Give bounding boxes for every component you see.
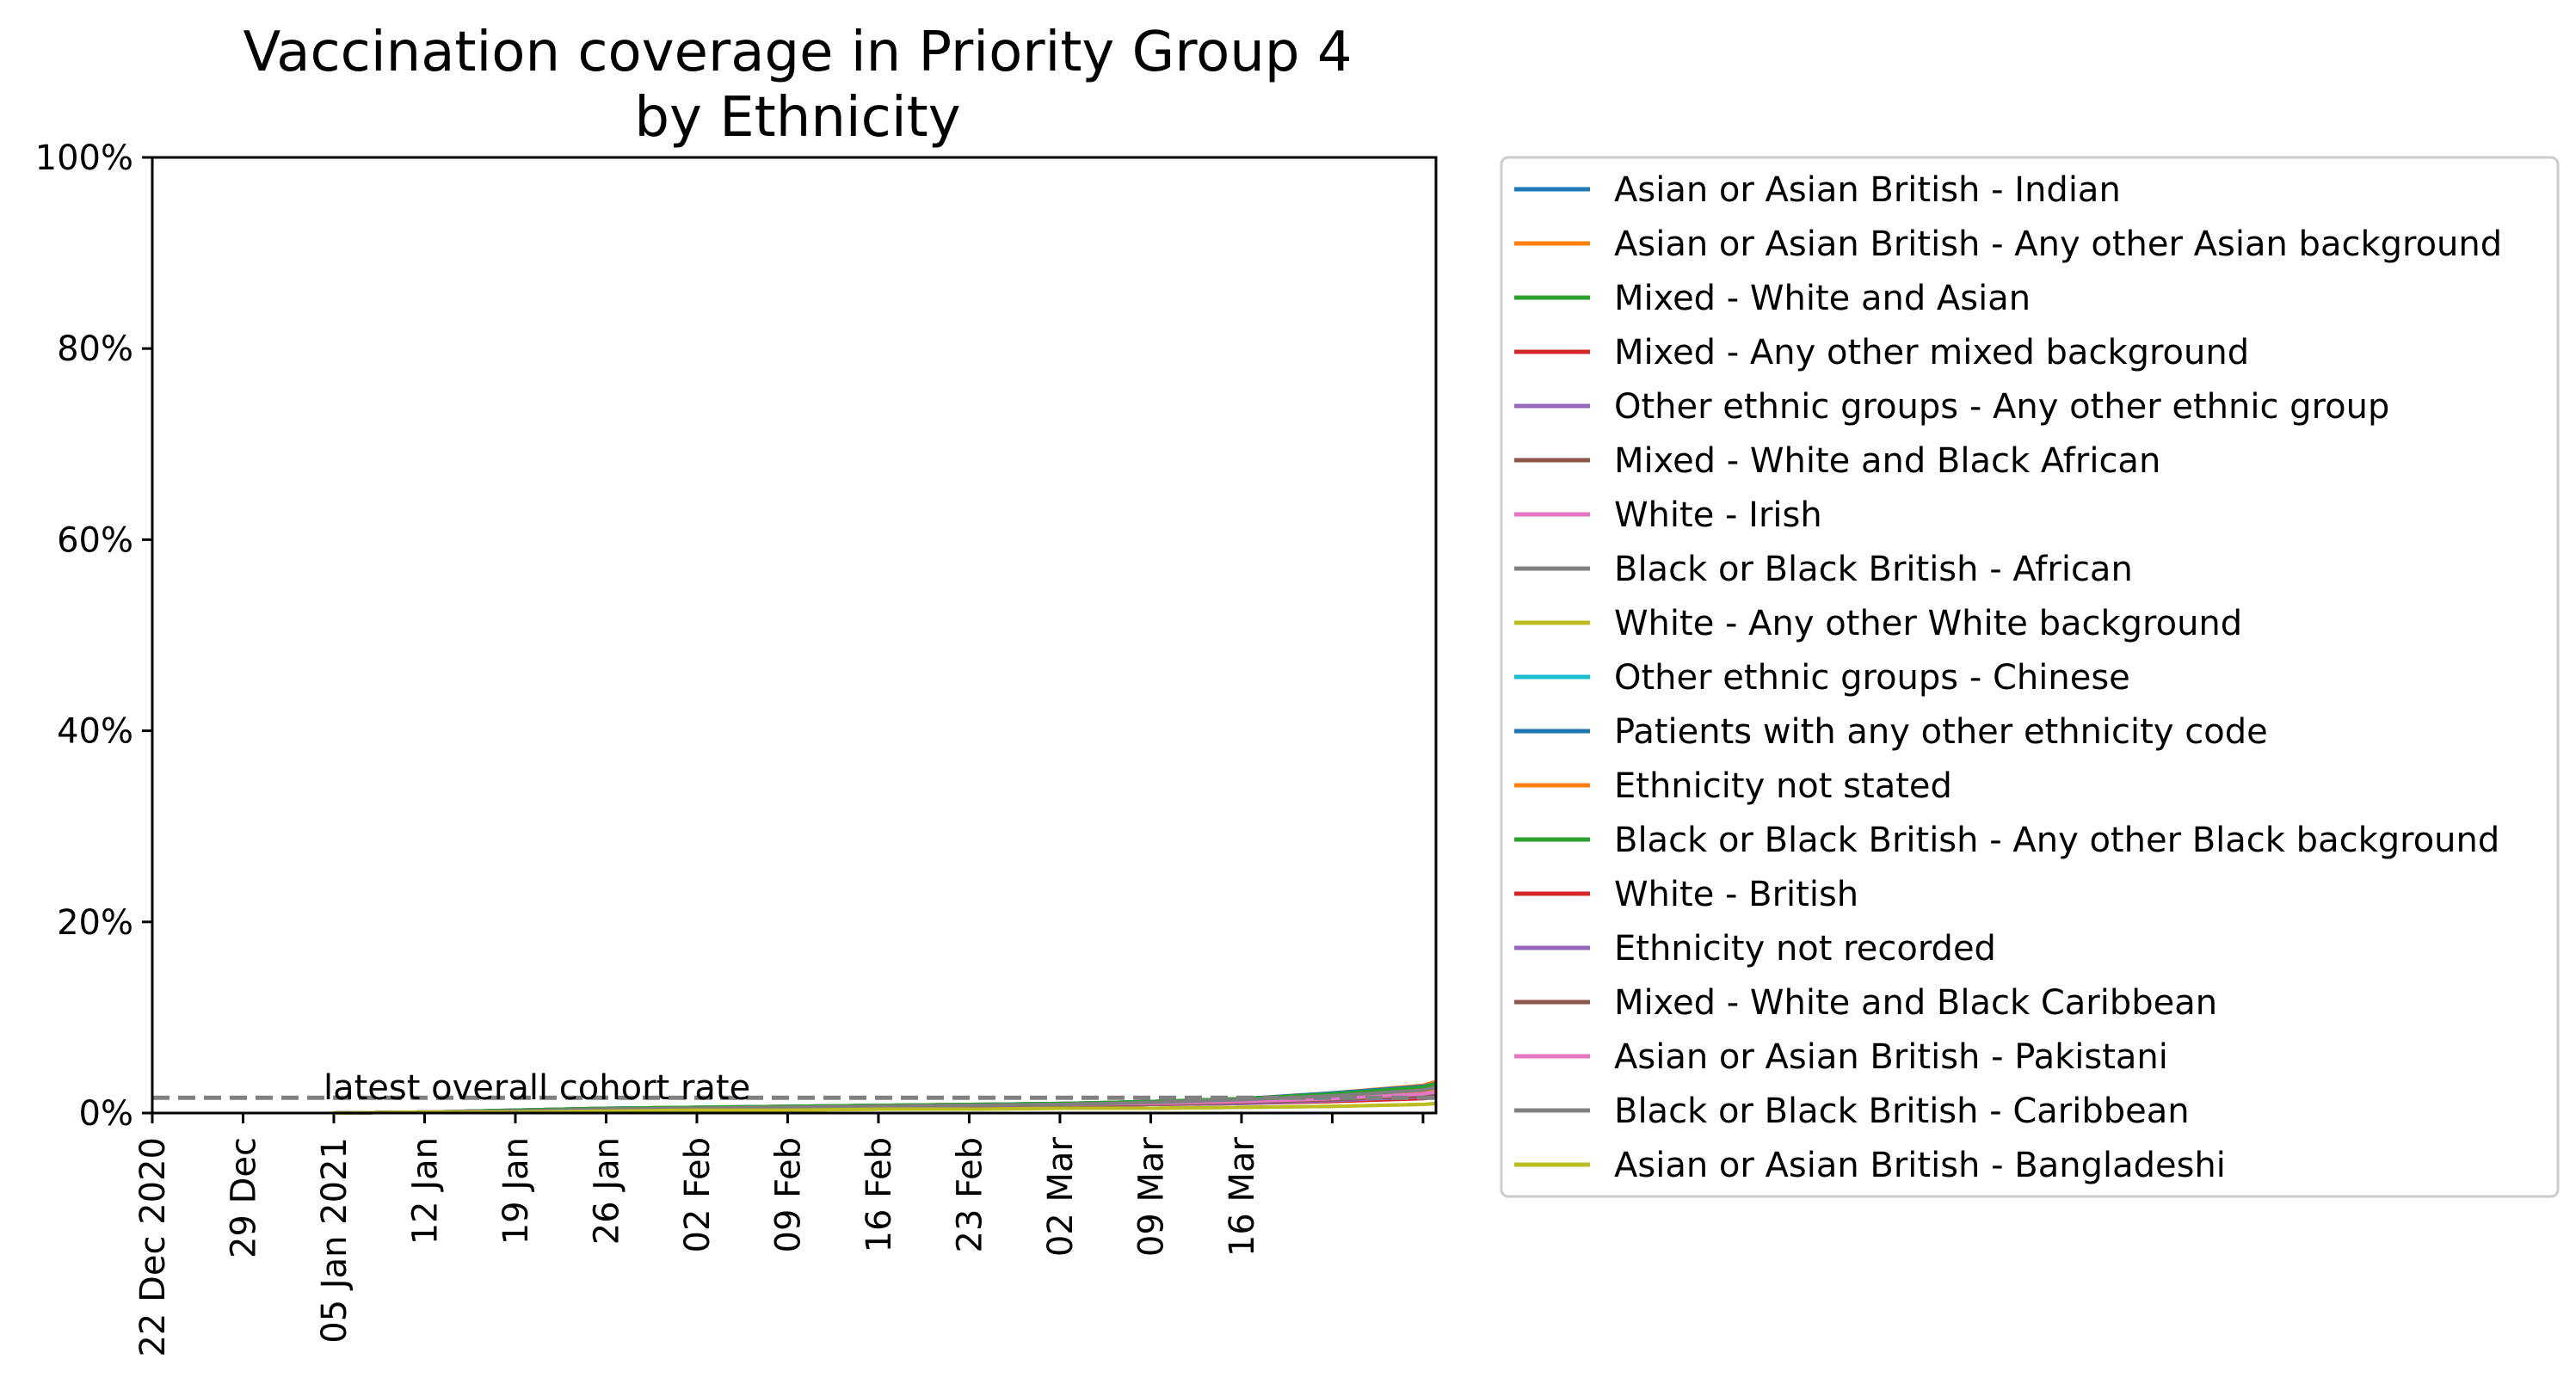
legend-label: Asian or Asian British - Any other Asian… [1614,224,2502,264]
reference-line-label: latest overall cohort rate [324,1068,750,1108]
y-tick-label: 60% [57,520,133,560]
legend-label: Mixed - White and Asian [1614,279,2031,318]
x-tick-label: 29 Dec [224,1137,263,1258]
x-tick-label: 02 Feb [678,1137,718,1252]
legend-label: Patients with any other ethnicity code [1614,712,2268,752]
x-tick-label: 02 Mar [1041,1136,1081,1257]
legend: Asian or Asian British - Indian Asian or … [1514,170,2502,1185]
legend-label: Black or Black British - Caribbean [1614,1092,2190,1131]
y-tick-label: 40% [57,712,133,752]
legend-label: White - Any other White background [1614,604,2242,643]
legend-label: Other ethnic groups - Chinese [1614,658,2130,698]
x-tick-label: 22 Dec 2020 [133,1137,173,1357]
x-tick-label: 09 Mar [1131,1136,1171,1257]
legend-label: Asian or Asian British - Indian [1614,170,2121,210]
y-tick-label: 80% [57,329,133,369]
y-axis: 0% 20% 40% 60% 80% 100% [35,138,152,1134]
x-tick-label: 05 Jan 2021 [315,1137,354,1344]
x-tick-label: 16 Feb [860,1137,899,1252]
x-tick-label: 16 Mar [1223,1136,1262,1257]
legend-label: Mixed - White and Black Caribbean [1614,983,2217,1023]
chart-title: Vaccination coverage in Priority Group 4 [243,21,1352,84]
legend-label: Asian or Asian British - Bangladeshi [1614,1146,2226,1185]
legend-label: Mixed - Any other mixed background [1614,333,2249,372]
legend-label: White - British [1614,875,1858,914]
legend-label: Other ethnic groups - Any other ethnic g… [1614,387,2389,427]
legend-label: White - Irish [1614,495,1822,535]
legend-label: Black or Black British - African [1614,550,2133,589]
x-tick-label: 09 Feb [768,1137,808,1252]
x-tick-label: 26 Jan [587,1137,626,1245]
x-tick-label: 23 Feb [950,1137,989,1252]
y-tick-label: 0% [79,1094,133,1134]
y-tick-label: 20% [57,903,133,943]
legend-label: Black or Black British - Any other Black… [1614,821,2499,860]
legend-box [1500,156,2560,1198]
legend-label: Ethnicity not recorded [1614,929,1996,969]
legend-label: Ethnicity not stated [1614,766,1952,806]
chart-title-line2: by Ethnicity [634,86,960,150]
y-tick-label: 100% [35,138,133,178]
legend-label: Mixed - White and Black African [1614,441,2160,481]
x-tick-label: 19 Jan [496,1137,536,1245]
legend-label: Asian or Asian British - Pakistani [1614,1037,2168,1077]
plot-frame [151,156,1438,1115]
x-tick-label: 12 Jan [405,1137,445,1245]
x-axis: 22 Dec 2020 29 Dec 05 Jan 2021 12 Jan 19 Jan… [133,1113,1425,1357]
